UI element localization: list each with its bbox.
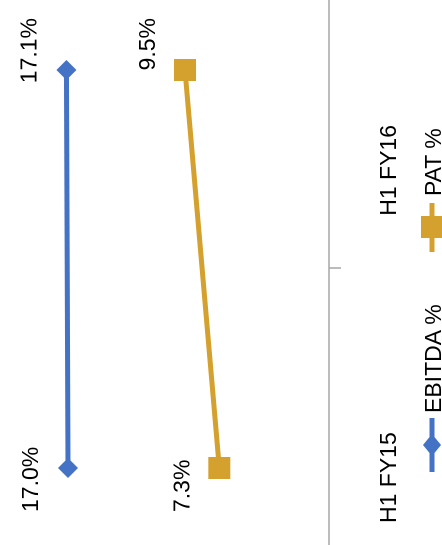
data-point-pat-h1-fy16 [174, 59, 196, 81]
x-tick-label-h1-fy15: H1 FY15 [375, 432, 401, 523]
series-line-pat [182, 69, 222, 469]
data-label-ebitda-h1-fy16: 17.1% [15, 18, 41, 83]
data-point-pat-h1-fy15 [208, 457, 231, 479]
data-label-ebitda-h1-fy15: 17.0% [17, 447, 43, 512]
legend-diamond-icon [423, 434, 441, 456]
legend-label-pat: PAT % [420, 128, 442, 196]
legend-square-icon [421, 216, 442, 238]
legend-label-ebitda: EBITDA % [420, 304, 442, 413]
data-label-pat-h1-fy15: 7.3% [168, 460, 194, 512]
data-label-pat-h1-fy16: 9.5% [134, 18, 160, 70]
data-point-ebitda-h1-fy16 [56, 60, 77, 80]
legend: EBITDA % PAT % [420, 128, 442, 472]
data-point-ebitda-h1-fy15 [58, 458, 78, 478]
x-tick-label-h1-fy16: H1 FY16 [375, 125, 401, 216]
series-line-ebitda [63, 69, 71, 469]
